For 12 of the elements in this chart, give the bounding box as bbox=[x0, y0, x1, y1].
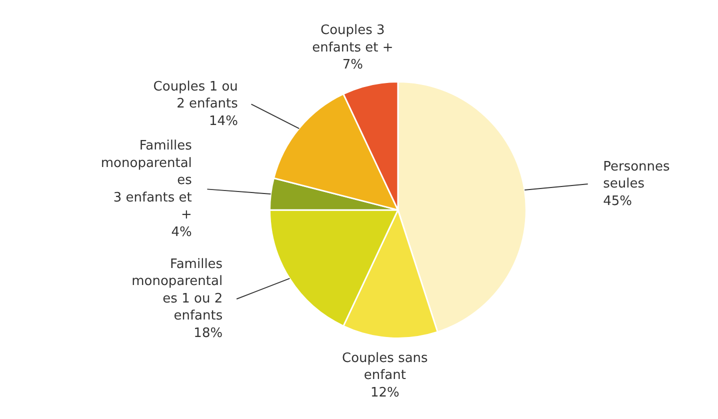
slice-label: Familles monoparentales 3 enfants et + bbox=[100, 138, 192, 223]
data-label: 18% bbox=[194, 326, 223, 341]
slice-label: Familles monoparentales 1 ou 2 enfants bbox=[132, 256, 223, 324]
data-label: 12% bbox=[370, 385, 400, 400]
data-label: 7% bbox=[342, 58, 363, 73]
data-label: 4% bbox=[171, 224, 192, 240]
data-label: 14% bbox=[209, 114, 238, 129]
data-label: 45% bbox=[603, 194, 632, 209]
slice-label: Couples 1 ou 2 enfants bbox=[153, 79, 238, 112]
slice-label: Couples 3 enfants et + bbox=[312, 23, 394, 56]
slice-label: Couples sans enfant bbox=[342, 350, 428, 384]
slice-label: Personnes seules bbox=[603, 159, 670, 192]
